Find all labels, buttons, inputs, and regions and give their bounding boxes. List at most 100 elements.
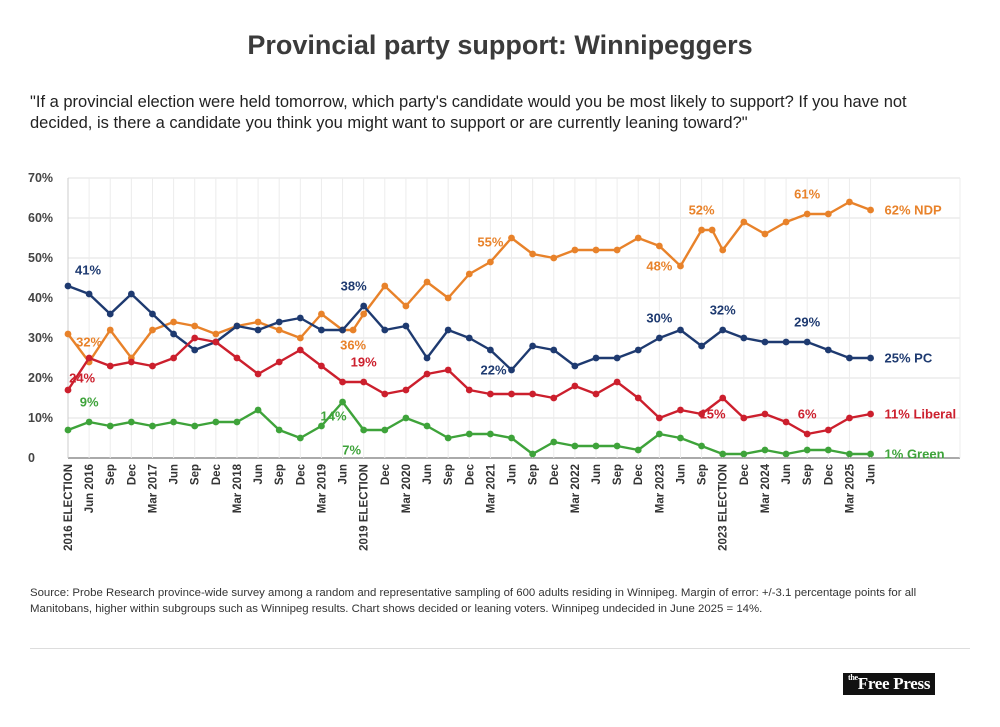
- data-point-ndp: [423, 278, 431, 286]
- x-tick-label: Dec: [739, 463, 751, 485]
- data-label-pc: 22%: [481, 363, 507, 378]
- data-point-ndp: [803, 210, 811, 218]
- data-point-liberal: [402, 386, 410, 394]
- x-tick-label: Dec: [464, 463, 476, 485]
- x-tick-label: Dec: [380, 463, 392, 485]
- divider: [30, 648, 970, 649]
- data-point-green: [782, 450, 790, 458]
- data-point-ndp: [381, 282, 389, 290]
- data-label-pc: 29%: [794, 315, 820, 330]
- data-point-pc: [740, 334, 748, 342]
- data-point-liberal: [296, 346, 304, 354]
- x-tick-label: Sep: [697, 464, 709, 485]
- data-point-green: [529, 450, 537, 458]
- data-point-liberal: [677, 406, 684, 414]
- data-point-pc: [381, 326, 389, 334]
- data-point-green: [465, 430, 473, 438]
- data-point-liberal: [698, 410, 705, 418]
- data-point-pc: [233, 322, 241, 330]
- data-point-green: [613, 442, 621, 450]
- data-point-pc: [254, 326, 262, 334]
- x-tick-label: Jun: [338, 464, 350, 484]
- data-point-green: [824, 446, 832, 454]
- x-tick-label: Dec: [549, 463, 561, 485]
- x-tick-label: Dec: [295, 463, 307, 485]
- data-point-green: [360, 426, 368, 434]
- data-label-ndp: 62% NDP: [885, 203, 942, 218]
- y-tick-label: 30%: [28, 331, 53, 345]
- x-tick-label: Jun: [781, 464, 793, 484]
- data-point-pc: [655, 334, 663, 342]
- data-point-green: [761, 446, 769, 454]
- data-point-green: [719, 450, 727, 458]
- data-point-liberal: [381, 390, 389, 398]
- data-point-green: [64, 426, 72, 434]
- data-point-pc: [275, 318, 283, 326]
- y-tick-label: 40%: [28, 291, 53, 305]
- data-point-pc: [191, 346, 199, 354]
- y-tick-label: 70%: [28, 171, 53, 185]
- data-label-ndp: 32%: [76, 335, 102, 350]
- x-tick-label: Mar 2018: [232, 463, 244, 513]
- data-point-ndp: [740, 218, 748, 226]
- data-point-pc: [846, 354, 853, 362]
- data-point-ndp: [149, 326, 156, 334]
- data-point-green: [655, 430, 663, 438]
- data-point-liberal: [423, 370, 431, 378]
- data-point-green: [212, 418, 220, 426]
- data-point-pc: [867, 354, 874, 362]
- data-point-liberal: [487, 390, 494, 398]
- logo-main-text: Free Press: [857, 674, 931, 693]
- grid: [67, 177, 961, 459]
- data-point-pc: [360, 302, 368, 310]
- data-point-liberal: [360, 378, 368, 386]
- data-point-liberal: [149, 362, 156, 370]
- data-point-liberal: [444, 366, 452, 374]
- data-label-green: 7%: [342, 443, 361, 458]
- data-point-pc: [550, 346, 558, 354]
- x-tick-label: Dec: [126, 463, 138, 485]
- data-point-pc: [592, 354, 600, 362]
- data-point-ndp: [613, 246, 621, 254]
- data-point-ndp: [782, 218, 790, 226]
- data-point-liberal: [761, 410, 769, 418]
- data-point-ndp: [719, 246, 727, 254]
- data-point-liberal: [550, 394, 558, 402]
- x-tick-label: Dec: [823, 463, 835, 485]
- data-point-pc: [127, 290, 135, 298]
- data-label-liberal: 15%: [700, 407, 726, 422]
- data-point-pc: [170, 330, 178, 338]
- data-point-ndp: [634, 234, 642, 242]
- x-axis-tick-labels: 2016 ELECTION Jun 2016 Sep Dec Mar 2017 Jun Se…: [63, 463, 878, 551]
- data-label-liberal: 24%: [69, 371, 95, 386]
- data-point-liberal: [339, 378, 346, 386]
- data-point-ndp: [677, 262, 684, 270]
- x-tick-label: Mar 2017: [147, 464, 159, 513]
- data-point-pc: [64, 282, 72, 290]
- data-point-liberal: [846, 414, 853, 422]
- data-point-ndp: [529, 250, 537, 258]
- data-point-ndp: [296, 334, 304, 342]
- data-point-green: [170, 418, 178, 426]
- data-label-green: 9%: [80, 395, 99, 410]
- data-point-ndp: [698, 226, 705, 234]
- data-label-ndp: 61%: [794, 187, 820, 202]
- data-label-ndp: 52%: [689, 203, 715, 218]
- x-tick-label: Mar 2019: [316, 464, 328, 513]
- data-point-green: [846, 450, 853, 458]
- data-point-pc: [339, 326, 346, 334]
- x-tick-label: Jun: [422, 464, 434, 484]
- data-point-ndp: [254, 318, 262, 326]
- data-point-green: [402, 414, 410, 422]
- x-tick-label: Jun: [591, 464, 603, 484]
- data-point-ndp: [402, 302, 410, 310]
- data-point-ndp: [349, 326, 357, 334]
- data-label-liberal: 11% Liberal: [885, 407, 957, 422]
- data-point-liberal: [803, 430, 811, 438]
- data-point-pc: [487, 346, 494, 354]
- data-label-pc: 25% PC: [885, 351, 933, 366]
- y-axis-tick-labels: 0 10% 20% 30% 40% 50% 60% 70%: [28, 171, 53, 465]
- data-point-liberal: [212, 338, 220, 346]
- data-point-green: [487, 430, 494, 438]
- chart-title: Provincial party support: Winnipeggers: [247, 30, 753, 60]
